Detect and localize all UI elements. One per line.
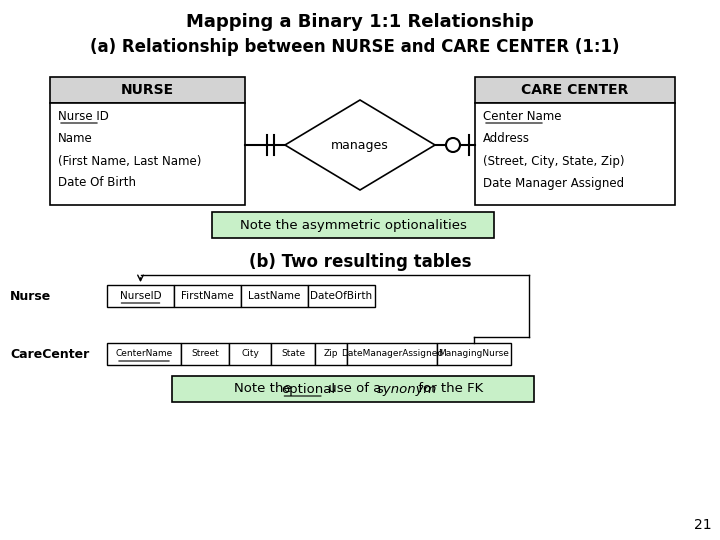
Text: State: State [281, 349, 305, 359]
FancyBboxPatch shape [107, 285, 174, 307]
Text: Street: Street [191, 349, 219, 359]
FancyBboxPatch shape [347, 343, 437, 365]
FancyBboxPatch shape [315, 343, 347, 365]
Text: (First Name, Last Name): (First Name, Last Name) [58, 154, 202, 167]
Text: FirstName: FirstName [181, 291, 234, 301]
Text: (b) Two resulting tables: (b) Two resulting tables [248, 253, 472, 271]
Text: for the FK: for the FK [414, 382, 483, 395]
Text: DateManagerAssigned: DateManagerAssigned [341, 349, 443, 359]
FancyBboxPatch shape [271, 343, 315, 365]
FancyBboxPatch shape [212, 212, 494, 238]
Text: Note the: Note the [234, 382, 296, 395]
Text: NurseID: NurseID [120, 291, 161, 301]
Text: CenterName: CenterName [115, 349, 173, 359]
Text: use of a: use of a [324, 382, 385, 395]
Text: Nurse: Nurse [10, 289, 51, 302]
Text: ManagingNurse: ManagingNurse [438, 349, 510, 359]
FancyBboxPatch shape [308, 285, 375, 307]
Text: LastName: LastName [248, 291, 301, 301]
Text: Zip: Zip [324, 349, 338, 359]
Text: Mapping a Binary 1:1 Relationship: Mapping a Binary 1:1 Relationship [186, 13, 534, 31]
Text: City: City [241, 349, 259, 359]
Text: Date Of Birth: Date Of Birth [58, 177, 136, 190]
FancyBboxPatch shape [229, 343, 271, 365]
Text: Name: Name [58, 132, 93, 145]
FancyBboxPatch shape [174, 285, 241, 307]
Text: 21: 21 [694, 518, 712, 532]
FancyBboxPatch shape [107, 343, 181, 365]
Circle shape [446, 138, 460, 152]
Text: CARE CENTER: CARE CENTER [521, 83, 629, 97]
FancyBboxPatch shape [181, 343, 229, 365]
Text: synonym: synonym [377, 382, 437, 395]
Text: Date Manager Assigned: Date Manager Assigned [483, 177, 624, 190]
Text: manages: manages [331, 138, 389, 152]
FancyBboxPatch shape [475, 103, 675, 205]
Text: (Street, City, State, Zip): (Street, City, State, Zip) [483, 154, 624, 167]
Text: CareCenter: CareCenter [10, 348, 89, 361]
FancyBboxPatch shape [50, 77, 245, 103]
Text: optional: optional [282, 382, 336, 395]
Text: (a) Relationship between NURSE and CARE CENTER (1:1): (a) Relationship between NURSE and CARE … [90, 38, 620, 56]
Polygon shape [285, 100, 435, 190]
Text: Address: Address [483, 132, 530, 145]
FancyBboxPatch shape [241, 285, 308, 307]
Text: DateOfBirth: DateOfBirth [310, 291, 372, 301]
Text: Nurse ID: Nurse ID [58, 111, 109, 124]
Text: Center Name: Center Name [483, 111, 562, 124]
FancyBboxPatch shape [437, 343, 511, 365]
FancyBboxPatch shape [475, 77, 675, 103]
FancyBboxPatch shape [50, 103, 245, 205]
FancyBboxPatch shape [172, 376, 534, 402]
Text: Note the asymmetric optionalities: Note the asymmetric optionalities [240, 219, 467, 232]
Text: NURSE: NURSE [121, 83, 174, 97]
